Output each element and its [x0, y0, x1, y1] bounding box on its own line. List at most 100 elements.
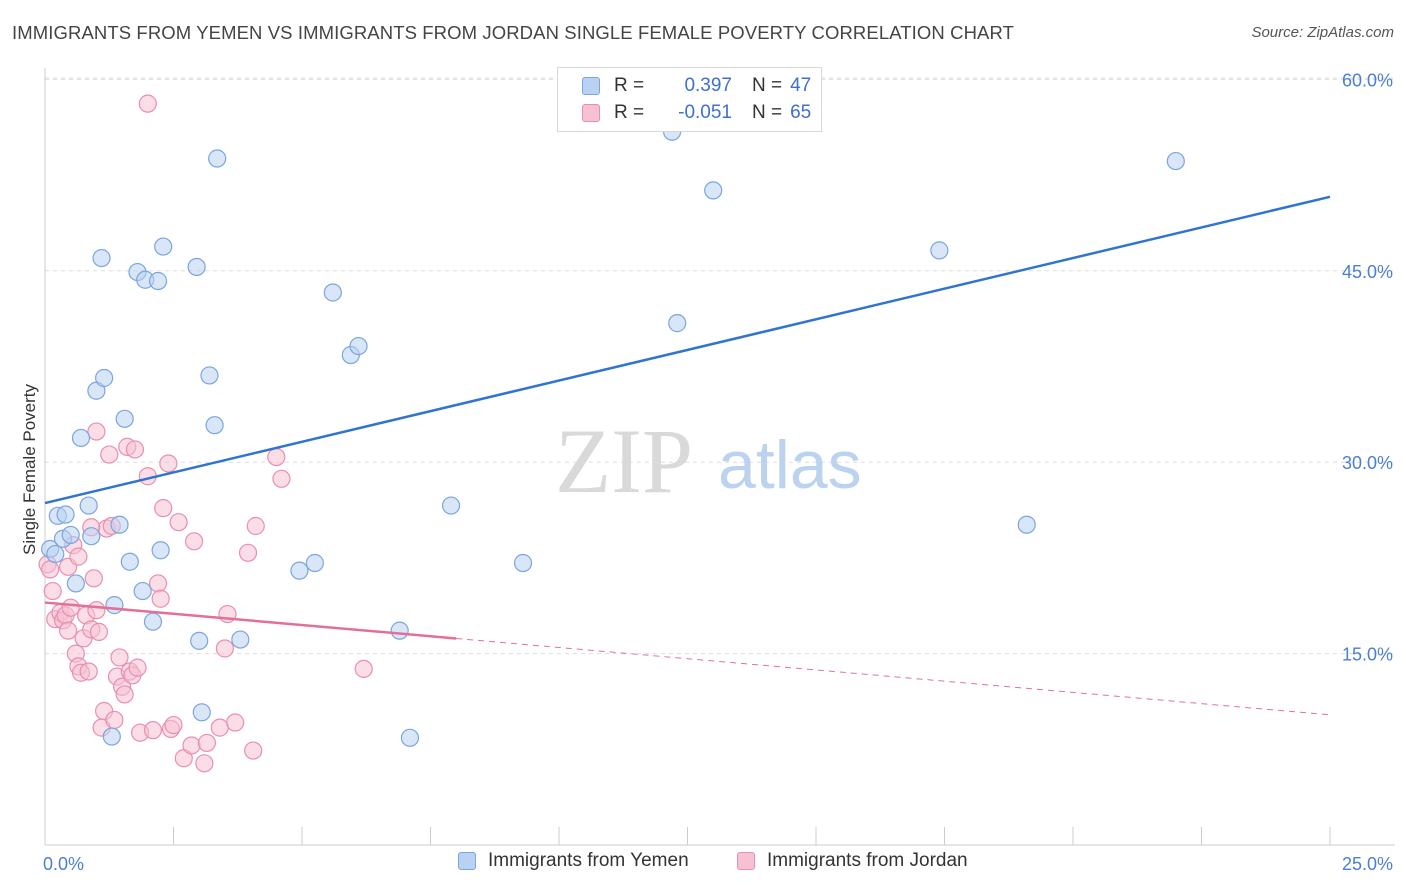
bottom-legend-swatch-jordan	[737, 852, 755, 870]
correlation-legend: R = 0.397 N = 47 R = -0.051 N = 65	[557, 67, 822, 132]
data-point-yemen	[143, 612, 163, 631]
data-point-yemen	[190, 631, 209, 650]
data-point-yemen	[290, 561, 309, 580]
data-point-jordan	[59, 621, 78, 640]
data-point-jordan	[87, 601, 106, 620]
data-point-yemen	[441, 496, 461, 515]
data-point-jordan	[100, 445, 119, 464]
data-point-yemen	[513, 553, 533, 573]
data-point-yemen	[205, 416, 224, 435]
data-point-yemen	[71, 428, 91, 448]
data-point-jordan	[61, 598, 80, 617]
trendline-yemen	[44, 195, 1331, 505]
data-point-jordan	[87, 422, 106, 441]
watermark-atlas: atlas	[718, 427, 862, 503]
data-point-jordan	[159, 454, 178, 473]
data-point-yemen	[154, 237, 173, 256]
chart-title: IMMIGRANTS FROM YEMEN VS IMMIGRANTS FROM…	[12, 22, 1014, 43]
data-point-yemen	[151, 541, 170, 560]
legend-row-jordan: R = -0.051 N = 65	[558, 100, 811, 126]
x-tick-label: 0.0%	[43, 854, 84, 874]
data-point-jordan	[115, 685, 134, 704]
bottom-legend-label-jordan: Immigrants from Jordan	[767, 850, 968, 871]
data-point-jordan	[125, 440, 145, 459]
legend-row-yemen: R = 0.397 N = 47	[558, 73, 811, 99]
y-tick-label: 45.0%	[1342, 262, 1393, 282]
data-point-jordan	[148, 574, 168, 593]
data-point-jordan	[79, 662, 98, 681]
data-point-yemen	[66, 574, 85, 593]
data-point-yemen	[46, 544, 65, 564]
legend-n-value-yemen: 47	[790, 75, 812, 96]
data-point-jordan	[164, 715, 183, 735]
bottom-legend-yemen: Immigrants from Yemen	[458, 850, 689, 872]
data-point-jordan	[182, 736, 201, 755]
data-point-yemen	[92, 248, 111, 268]
data-point-jordan	[41, 560, 60, 579]
data-point-jordan	[43, 581, 62, 601]
data-point-yemen	[105, 596, 124, 615]
data-point-jordan	[195, 754, 214, 773]
data-point-jordan	[89, 622, 109, 642]
data-point-yemen	[148, 271, 168, 291]
data-point-yemen	[200, 366, 219, 385]
data-point-yemen	[400, 728, 420, 747]
data-point-yemen	[1017, 515, 1036, 534]
watermark-zip: ZIP	[555, 410, 693, 512]
y-axis-label: Single Female Poverty	[20, 383, 39, 555]
chart-source: Source: ZipAtlas.com	[1251, 24, 1394, 41]
data-point-jordan	[154, 499, 173, 518]
bottom-legend-label-yemen: Immigrants from Yemen	[488, 850, 689, 871]
y-tick-label: 30.0%	[1342, 453, 1393, 473]
legend-swatch-yemen	[582, 77, 600, 95]
data-point-jordan	[138, 94, 157, 113]
bottom-legend-swatch-yemen	[458, 852, 476, 870]
data-point-yemen	[61, 525, 80, 545]
y-tick-label: 15.0%	[1342, 645, 1393, 665]
data-point-yemen	[115, 409, 134, 428]
data-point-jordan	[110, 648, 129, 667]
tick-labels: 15.0% 30.0% 45.0% 60.0% 0.0% 25.0%	[43, 70, 1393, 874]
data-point-jordan	[246, 516, 265, 536]
data-point-jordan	[128, 658, 147, 677]
data-point-jordan	[244, 741, 263, 760]
trendline-jordan	[44, 601, 457, 640]
data-point-yemen	[110, 515, 129, 534]
data-point-yemen	[349, 336, 368, 356]
trendline-jordan-extension	[456, 637, 1331, 716]
data-point-yemen	[82, 527, 101, 546]
data-point-yemen	[704, 181, 723, 200]
data-point-jordan	[105, 710, 124, 730]
data-point-yemen	[79, 496, 98, 515]
data-point-jordan	[238, 543, 258, 562]
data-point-jordan	[69, 547, 88, 566]
legend-r-label: R =	[614, 102, 645, 123]
watermark: ZIP atlas	[555, 410, 862, 512]
data-point-yemen	[1166, 151, 1185, 171]
data-point-jordan	[354, 659, 373, 679]
data-point-jordan	[197, 733, 217, 753]
series-jordan-points	[38, 94, 373, 773]
data-point-jordan	[226, 713, 245, 732]
data-point-jordan	[267, 447, 286, 467]
data-point-yemen	[668, 314, 687, 333]
y-tick-label: 60.0%	[1342, 70, 1393, 90]
legend-swatch-jordan	[582, 104, 600, 122]
x-tick-label: 25.0%	[1342, 854, 1393, 874]
data-point-yemen	[390, 621, 409, 640]
data-point-yemen	[95, 368, 114, 388]
legend-n-value-jordan: 65	[790, 102, 812, 123]
legend-n-label: N =	[752, 75, 783, 96]
data-point-jordan	[184, 532, 204, 551]
data-point-yemen	[56, 505, 75, 524]
legend-r-value-jordan: -0.051	[678, 102, 732, 123]
data-point-jordan	[151, 589, 170, 608]
data-point-yemen	[120, 552, 139, 571]
data-point-jordan	[215, 639, 234, 658]
data-point-jordan	[169, 513, 188, 532]
data-point-yemen	[930, 241, 949, 260]
data-point-yemen	[102, 727, 121, 746]
data-point-yemen	[305, 553, 324, 573]
data-point-yemen	[208, 149, 227, 168]
trend-lines	[44, 195, 1331, 716]
